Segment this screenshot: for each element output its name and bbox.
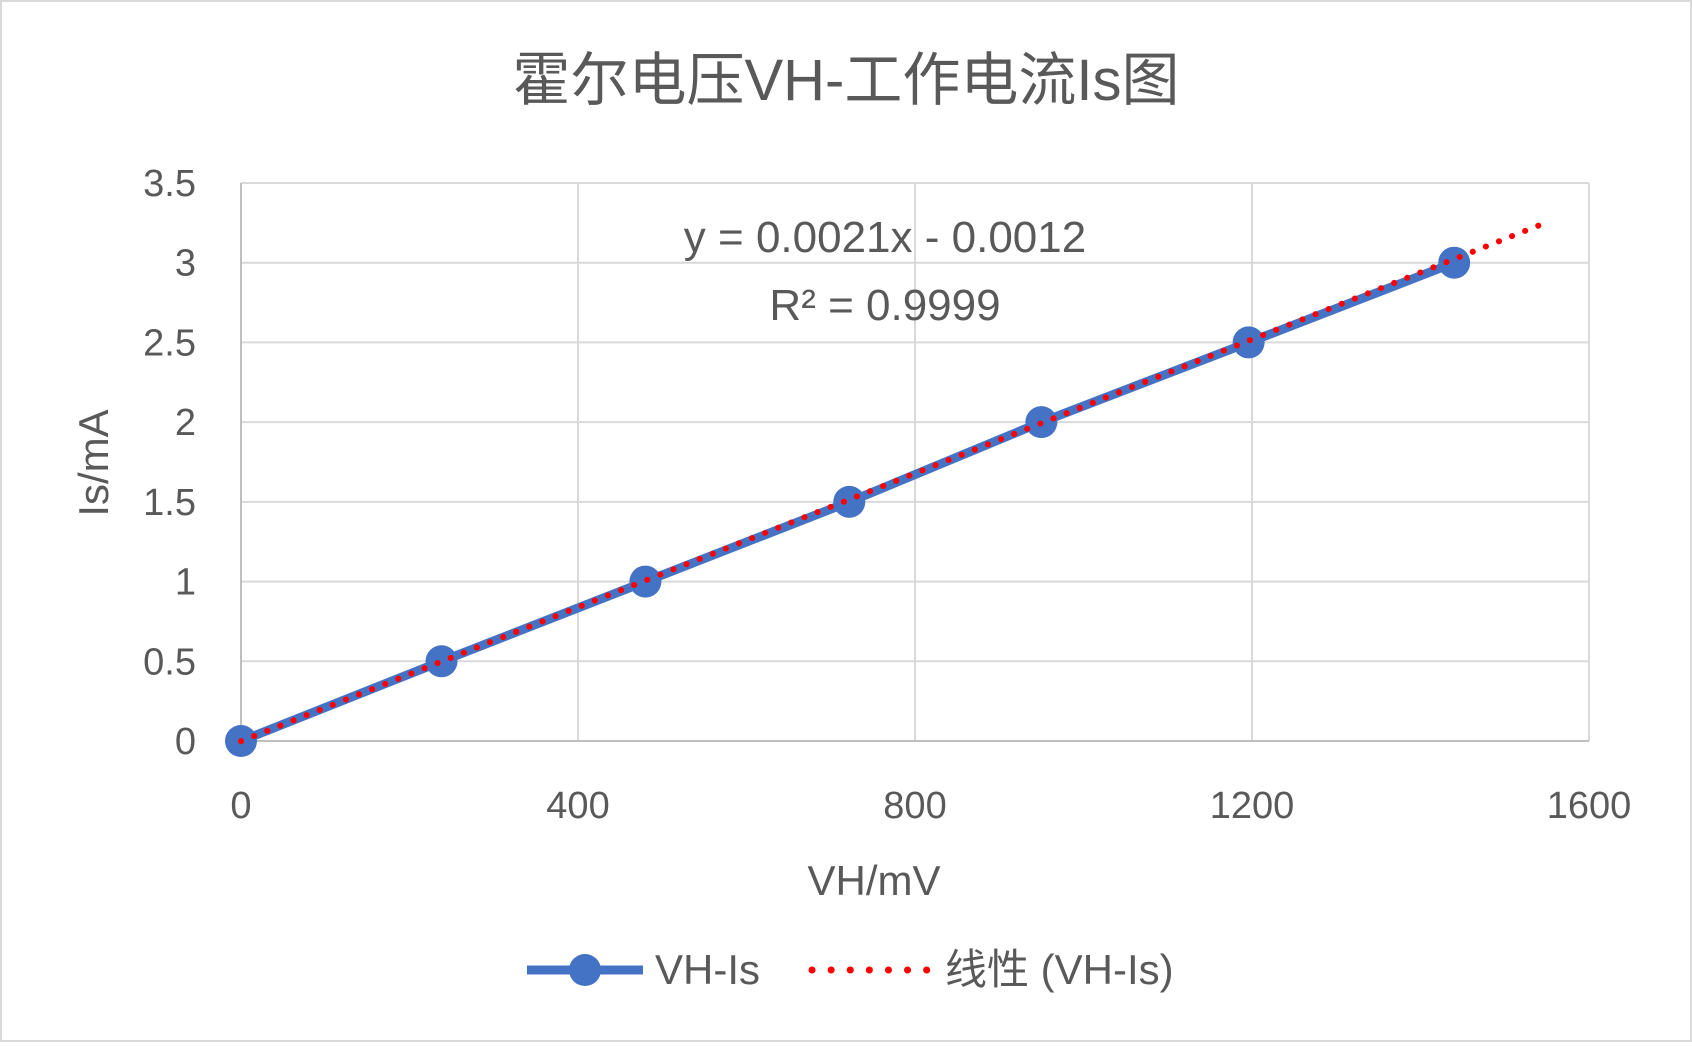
legend-label-trendline: 线性 (VH-Is): [945, 946, 1174, 993]
y-tick-label: 2.5: [143, 322, 196, 364]
y-tick-label: 0: [175, 721, 196, 763]
data-point: [833, 485, 866, 518]
y-tick-label: 0.5: [143, 641, 196, 683]
x-tick-label: 400: [546, 785, 609, 827]
y-tick-label: 2: [175, 402, 196, 444]
gridlines: [241, 182, 1590, 741]
trendline-layer: [238, 217, 1555, 745]
legend-label-series: VH-Is: [655, 946, 760, 993]
legend: VH-Is 线性 (VH-Is): [527, 946, 1174, 993]
trendline-equation: y = 0.0021x - 0.0012: [684, 213, 1086, 262]
y-tick-label: 1: [175, 562, 196, 604]
tick-labels: 0 0.5 1 1.5 2 2.5 3 3.5 0 400 800 1200 1600: [143, 163, 1631, 827]
x-tick-label: 1600: [1547, 785, 1632, 827]
chart-title: 霍尔电压VH-工作电流Is图: [512, 48, 1179, 113]
data-point: [425, 645, 458, 678]
axes: [240, 183, 1589, 742]
trendline-r2: R² = 0.9999: [769, 281, 1000, 330]
x-axis-title: VH/mV: [807, 857, 940, 904]
x-tick-label: 800: [883, 785, 946, 827]
x-tick-label: 0: [230, 785, 251, 827]
x-tick-label: 1200: [1210, 785, 1295, 827]
y-axis-title: Is/mA: [70, 409, 117, 516]
y-tick-label: 3.5: [143, 163, 196, 205]
y-tick-label: 1.5: [143, 482, 196, 524]
data-point: [1438, 246, 1471, 279]
legend-marker-series: [569, 954, 601, 986]
y-tick-label: 3: [175, 243, 196, 285]
trendline: [238, 217, 1555, 745]
